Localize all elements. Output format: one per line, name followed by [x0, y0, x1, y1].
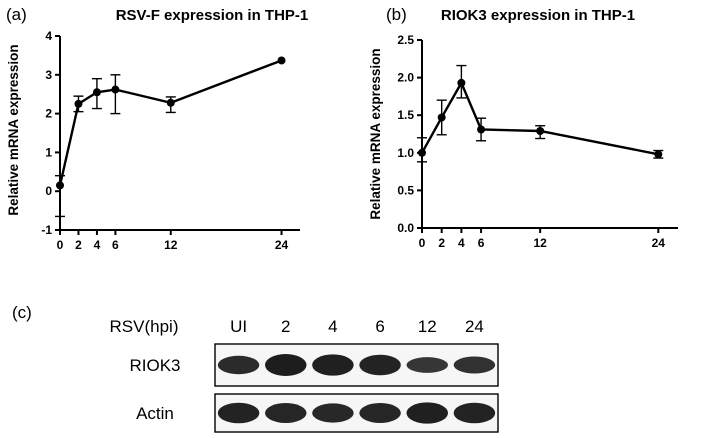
- chart-b-data-point: [654, 150, 663, 159]
- blot-band: [217, 402, 260, 424]
- chart-a-x-tick-label: 2: [75, 238, 82, 252]
- chart-b-data-point: [418, 148, 426, 157]
- blot-band: [406, 357, 449, 373]
- blot-membrane: [214, 343, 499, 387]
- blot-band: [359, 403, 401, 423]
- panel-label-b: (b): [386, 5, 407, 24]
- panel-label-c: (c): [12, 303, 32, 322]
- chart-b-riok3: RIOK3 expression in THP-1 Relative mRNA …: [368, 7, 678, 250]
- chart-a-y-tick-label: 2: [45, 107, 52, 121]
- blot-band: [264, 403, 307, 423]
- blot-lane-label: 4: [328, 317, 337, 336]
- chart-a-y-tick-label: 0: [45, 184, 52, 198]
- chart-b-x-tick-label: 6: [478, 236, 485, 250]
- blot-row-label: Actin: [136, 404, 174, 423]
- blot-lane-label: 2: [281, 317, 290, 336]
- blot-band: [217, 355, 260, 375]
- chart-a-y-tick-label: 1: [45, 145, 52, 159]
- blot-lane-label: UI: [230, 317, 247, 336]
- chart-b-data-point: [536, 126, 545, 135]
- chart-b-x-tick-label: 24: [652, 236, 666, 250]
- chart-b-data-point: [437, 113, 446, 122]
- chart-a-data-point: [111, 85, 120, 94]
- chart-a-x-tick-label: 12: [164, 238, 178, 252]
- chart-a-y-tick-label: -1: [41, 223, 52, 237]
- blot-band: [359, 354, 401, 376]
- chart-b-y-axis-label: Relative mRNA expression: [368, 48, 383, 219]
- blot-band: [312, 354, 354, 376]
- chart-a-data-point: [92, 88, 101, 97]
- chart-a-y-tick-label: 4: [45, 29, 52, 43]
- chart-b-x-tick-label: 0: [419, 236, 426, 250]
- chart-b-y-tick-label: 2.5: [397, 33, 414, 47]
- chart-a-x-tick-label: 6: [112, 238, 119, 252]
- chart-a-x-tick-label: 24: [275, 238, 289, 252]
- chart-b-title: RIOK3 expression in THP-1: [441, 7, 635, 24]
- chart-a-title: RSV-F expression in THP-1: [116, 7, 309, 24]
- chart-b-y-tick-label: 1.0: [397, 146, 414, 160]
- blot-lane-label: 12: [418, 317, 437, 336]
- blot-band: [453, 402, 496, 424]
- blot-band: [406, 402, 449, 424]
- blot-lane-label: 6: [375, 317, 384, 336]
- blot-header-label: RSV(hpi): [110, 317, 179, 336]
- chart-b-y-tick-label: 0.0: [397, 221, 414, 235]
- chart-a-data-point: [277, 56, 286, 65]
- chart-a-series-line: [58, 59, 282, 186]
- chart-b-series-line: [420, 80, 659, 156]
- chart-b-y-tick-label: 2.0: [397, 71, 414, 85]
- panel-label-a: (a): [6, 5, 27, 24]
- chart-a-y-axis-label: Relative mRNA expression: [6, 44, 21, 215]
- chart-a-data-point: [56, 181, 64, 190]
- blot-band: [453, 356, 496, 374]
- blot-band: [312, 403, 354, 423]
- chart-a-y-tick-label: 3: [45, 68, 52, 82]
- chart-b-data-point: [457, 78, 466, 87]
- chart-a-x-tick-label: 0: [57, 238, 64, 252]
- chart-b-data-point: [477, 125, 486, 134]
- blot-lane-label: 24: [465, 317, 484, 336]
- chart-a-data-point: [74, 99, 83, 108]
- chart-b-y-tick-label: 1.5: [397, 108, 414, 122]
- blot-band: [264, 354, 307, 376]
- blot-row-label: RIOK3: [129, 356, 180, 375]
- chart-b-y-tick-label: 0.5: [397, 183, 414, 197]
- chart-a-data-point: [166, 98, 175, 107]
- chart-b-x-tick-label: 4: [458, 236, 465, 250]
- chart-b-x-tick-label: 12: [533, 236, 547, 250]
- chart-a-x-tick-label: 4: [94, 238, 101, 252]
- blot-membrane: [214, 393, 499, 433]
- chart-b-x-tick-label: 2: [438, 236, 445, 250]
- chart-a-rsv-f: RSV-F expression in THP-1 Relative mRNA …: [6, 7, 308, 252]
